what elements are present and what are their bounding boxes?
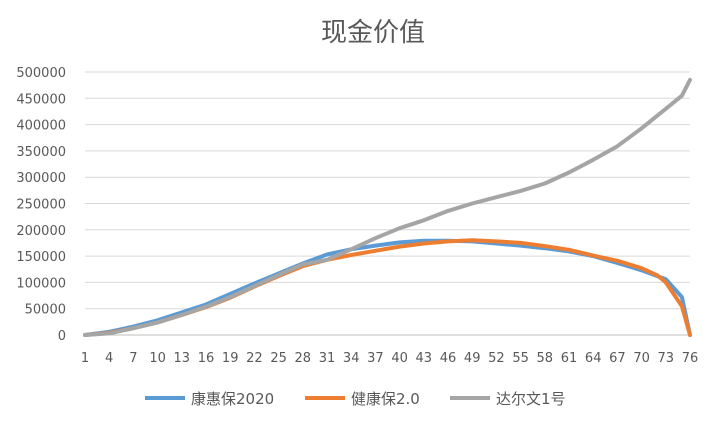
series-lines bbox=[83, 77, 692, 337]
x-tick-label: 31 bbox=[319, 351, 336, 366]
x-tick-label: 34 bbox=[343, 351, 360, 366]
x-tick-label: 73 bbox=[658, 351, 675, 366]
y-tick-label: 250000 bbox=[16, 198, 66, 213]
series-line-2 bbox=[83, 238, 692, 337]
x-tick-label: 19 bbox=[222, 351, 239, 366]
x-tick-label: 58 bbox=[537, 351, 554, 366]
x-axis: 1 4 7 10 13 16 19 22 25 28 31 34 37 40 43 46 49 52 55 58 61 6… bbox=[81, 351, 698, 366]
x-tick-label: 7 bbox=[129, 351, 137, 366]
legend-label: 康惠保2020 bbox=[191, 390, 274, 408]
y-axis: 0 50000 100000 150000 200000 250000 300000 3500… bbox=[16, 66, 66, 344]
legend-label: 健康保2.0 bbox=[351, 390, 420, 408]
x-tick-label: 55 bbox=[512, 351, 529, 366]
x-tick-label: 70 bbox=[633, 351, 650, 366]
chart-title: 现金价值 bbox=[321, 18, 425, 48]
x-tick-label: 13 bbox=[174, 351, 191, 366]
y-tick-label: 0 bbox=[58, 329, 66, 344]
y-tick-label: 350000 bbox=[16, 145, 66, 160]
x-tick-label: 25 bbox=[270, 351, 287, 366]
x-tick-label: 52 bbox=[488, 351, 505, 366]
x-tick-label: 22 bbox=[246, 351, 263, 366]
grid-lines bbox=[85, 71, 690, 336]
x-tick-label: 43 bbox=[416, 351, 433, 366]
legend-label: 达尔文1号 bbox=[496, 390, 566, 408]
x-tick-label: 64 bbox=[585, 351, 602, 366]
y-tick-label: 300000 bbox=[16, 171, 66, 186]
x-tick-label: 1 bbox=[81, 351, 89, 366]
x-tick-label: 10 bbox=[149, 351, 166, 366]
y-tick-label: 400000 bbox=[16, 119, 66, 134]
x-tick-label: 40 bbox=[391, 351, 408, 366]
y-tick-label: 100000 bbox=[16, 276, 66, 291]
x-tick-label: 37 bbox=[367, 351, 384, 366]
x-tick-label: 49 bbox=[464, 351, 481, 366]
x-tick-label: 28 bbox=[295, 351, 312, 366]
x-tick-label: 76 bbox=[682, 351, 699, 366]
y-tick-label: 500000 bbox=[16, 66, 66, 81]
x-tick-label: 16 bbox=[198, 351, 215, 366]
x-tick-label: 61 bbox=[561, 351, 578, 366]
legend: 康惠保2020 健康保2.0 达尔文1号 bbox=[145, 390, 566, 408]
x-tick-label: 46 bbox=[440, 351, 457, 366]
series-line-3 bbox=[83, 77, 692, 337]
x-tick-label: 67 bbox=[609, 351, 626, 366]
y-tick-label: 200000 bbox=[16, 224, 66, 239]
y-tick-label: 150000 bbox=[16, 250, 66, 265]
y-tick-label: 450000 bbox=[16, 92, 66, 107]
x-tick-label: 4 bbox=[105, 351, 113, 366]
y-tick-label: 50000 bbox=[25, 303, 66, 318]
